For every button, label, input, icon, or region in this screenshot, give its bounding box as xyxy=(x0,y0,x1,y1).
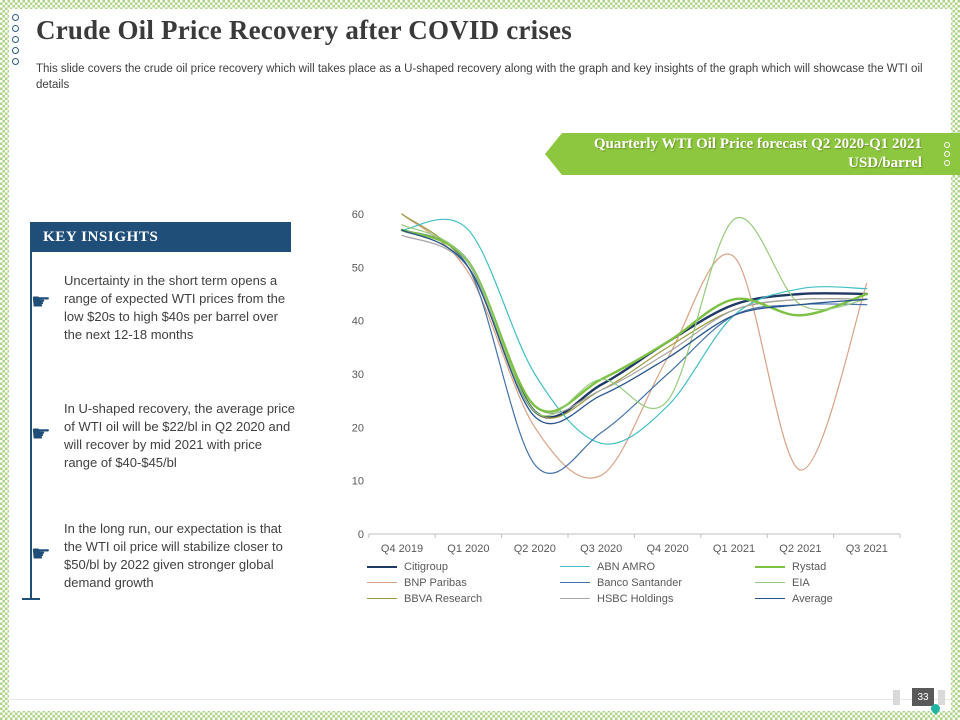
page-title: Crude Oil Price Recovery after COVID cri… xyxy=(36,15,572,45)
x-tick-label: Q4 2019 xyxy=(381,543,423,555)
legend-swatch xyxy=(560,566,590,567)
legend-column: ABN AMRO Banco Santander HSBC Holdings xyxy=(560,560,755,605)
banner-dot-icon xyxy=(944,160,950,166)
binding-dot-icon xyxy=(12,36,19,43)
series-line-citigroup xyxy=(400,228,868,419)
series-line-eia xyxy=(401,216,868,417)
series-line-banco-santander xyxy=(401,229,868,474)
binding-dots xyxy=(12,14,19,65)
x-tick-label: Q2 2021 xyxy=(779,543,821,555)
legend-label: HSBC Holdings xyxy=(597,592,674,605)
y-tick-label: 20 xyxy=(352,422,364,434)
series-line-hsbc-holdings xyxy=(401,234,868,414)
x-tick-label: Q3 2021 xyxy=(846,543,888,555)
pointing-hand-icon: ☛ xyxy=(31,422,51,447)
legend-column: Citigroup BNP Paribas BBVA Research xyxy=(367,560,560,605)
legend-swatch xyxy=(367,582,397,583)
legend-swatch xyxy=(560,582,590,583)
legend-item: Average xyxy=(755,592,905,605)
legend-item: Banco Santander xyxy=(560,576,755,589)
legend-swatch xyxy=(755,598,785,599)
legend-item: HSBC Holdings xyxy=(560,592,755,605)
legend-swatch xyxy=(755,565,785,568)
footer-divider xyxy=(9,699,951,700)
legend-swatch xyxy=(367,565,397,568)
legend-label: ABN AMRO xyxy=(597,560,656,573)
legend-item: BNP Paribas xyxy=(367,576,560,589)
legend-label: BNP Paribas xyxy=(404,576,467,589)
page-number-badge: 33 xyxy=(912,688,934,706)
legend-label: BBVA Research xyxy=(404,592,483,605)
page-indicator-bar xyxy=(938,690,945,705)
legend-label: Citigroup xyxy=(404,560,449,573)
y-tick-label: 60 xyxy=(352,209,364,221)
binding-dot-icon xyxy=(12,58,19,65)
banner-dots xyxy=(944,142,950,166)
x-tick-label: Q1 2020 xyxy=(447,543,489,555)
binding-dot-icon xyxy=(12,25,19,32)
legend-swatch xyxy=(367,598,397,599)
pointing-hand-icon: ☛ xyxy=(31,290,51,315)
pointing-hand-icon: ☛ xyxy=(31,542,51,567)
legend-swatch xyxy=(560,598,590,599)
key-insights-header: KEY INSIGHTS xyxy=(30,222,291,252)
x-tick-label: Q4 2020 xyxy=(646,543,688,555)
legend-label: EIA xyxy=(792,576,810,589)
y-tick-label: 10 xyxy=(352,476,364,488)
x-tick-label: Q3 2020 xyxy=(580,543,622,555)
insights-timeline-endcap xyxy=(22,598,40,600)
banner-dot-icon xyxy=(944,142,950,148)
banner-title-line1: Quarterly WTI Oil Price forecast Q2 2020… xyxy=(593,136,922,152)
chart-title-banner: Quarterly WTI Oil Price forecast Q2 2020… xyxy=(545,133,960,175)
series-line-bnp-paribas xyxy=(401,213,868,479)
legend-item: ABN AMRO xyxy=(560,560,755,573)
insight-item-2: In U-shaped recovery, the average price … xyxy=(64,400,295,472)
chart-legend: Citigroup BNP Paribas BBVA Research ABN AMR… xyxy=(367,560,907,605)
series-line-rystad xyxy=(400,228,868,413)
series-line-abn-amro xyxy=(401,218,868,445)
insight-text: In U-shaped recovery, the average price … xyxy=(64,401,295,470)
banner-title-line2: USD/barrel xyxy=(848,155,922,171)
legend-label: Average xyxy=(792,592,833,605)
wti-forecast-chart: 0 10 20 30 40 50 60 Q4 2019 Q1 2020 Q2 2020 Q3 202… xyxy=(325,190,925,630)
binding-dot-icon xyxy=(12,47,19,54)
banner-dot-icon xyxy=(944,151,950,157)
slide-description: This slide covers the crude oil price re… xyxy=(36,63,923,91)
binding-dot-icon xyxy=(12,14,19,21)
insight-text: Uncertainty in the short term opens a ra… xyxy=(64,273,286,342)
slide-background: Crude Oil Price Recovery after COVID cri… xyxy=(9,9,960,715)
page-indicator-bar xyxy=(893,690,900,705)
y-tick-label: 50 xyxy=(352,262,364,274)
insight-item-1: Uncertainty in the short term opens a ra… xyxy=(64,272,295,344)
series-line-average xyxy=(401,229,868,425)
x-tick-label: Q2 2020 xyxy=(514,543,556,555)
legend-item: BBVA Research xyxy=(367,592,560,605)
legend-column: Rystad EIA Average xyxy=(755,560,905,605)
legend-label: Banco Santander xyxy=(597,576,683,589)
insight-text: In the long run, our expectation is that… xyxy=(64,521,283,590)
y-tick-label: 40 xyxy=(352,316,364,328)
legend-swatch xyxy=(755,582,785,583)
chart-canvas: 0 10 20 30 40 50 60 Q4 2019 Q1 2020 Q2 2020 Q3 202… xyxy=(352,209,901,555)
legend-item: Citigroup xyxy=(367,560,560,573)
x-tick-label: Q1 2021 xyxy=(713,543,755,555)
legend-label: Rystad xyxy=(792,560,827,573)
insights-timeline-line xyxy=(30,252,32,599)
legend-item: EIA xyxy=(755,576,905,589)
y-tick-label: 0 xyxy=(358,529,364,541)
legend-item: Rystad xyxy=(755,560,905,573)
insight-item-3: In the long run, our expectation is that… xyxy=(64,520,295,592)
y-tick-label: 30 xyxy=(352,369,364,381)
